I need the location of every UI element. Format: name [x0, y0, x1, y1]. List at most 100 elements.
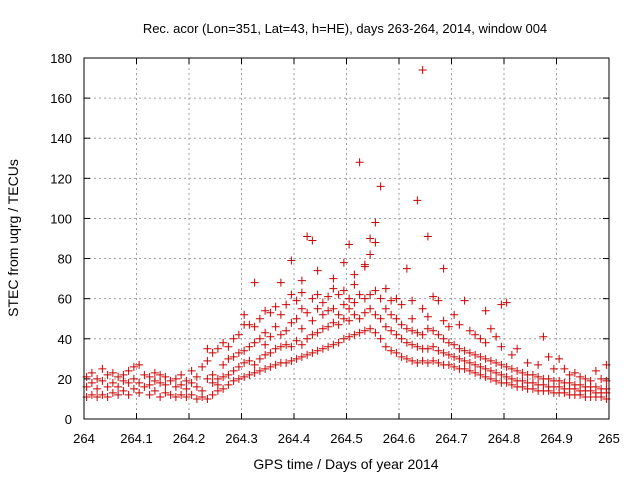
data-point: [471, 350, 480, 359]
y-tick-label: 120: [50, 171, 72, 186]
data-point: [387, 346, 396, 355]
data-point: [486, 324, 495, 333]
data-point: [539, 332, 548, 341]
data-point: [439, 264, 448, 273]
data-point: [528, 378, 537, 387]
data-point: [476, 362, 485, 371]
data-point: [166, 376, 175, 385]
data-point: [140, 382, 149, 391]
data-point: [423, 358, 432, 367]
data-point: [156, 370, 165, 379]
data-point: [434, 330, 443, 339]
data-point: [402, 354, 411, 363]
data-point: [408, 296, 417, 305]
data-point: [329, 304, 338, 313]
data-point: [261, 328, 270, 337]
data-point: [208, 370, 217, 379]
data-point: [334, 290, 343, 299]
data-point: [387, 296, 396, 305]
data-point: [402, 338, 411, 347]
data-point: [397, 334, 406, 343]
data-point: [308, 348, 317, 357]
data-point: [245, 370, 254, 379]
x-tick-label: 264.8: [488, 431, 521, 446]
data-point: [308, 236, 317, 245]
data-point: [360, 294, 369, 303]
data-point: [581, 374, 590, 383]
data-point: [345, 240, 354, 249]
tick-layer: 264 264.1 264.2 264.3 264.4 264.5 264.6 264.7 26…: [50, 51, 620, 446]
data-point: [103, 392, 112, 401]
data-point: [345, 304, 354, 313]
data-point: [502, 298, 511, 307]
plot-frame: [83, 57, 610, 420]
data-point: [408, 340, 417, 349]
data-point: [376, 334, 385, 343]
data-point: [261, 350, 270, 359]
data-point: [266, 308, 275, 317]
data-point: [329, 284, 338, 293]
data-point: [124, 378, 133, 387]
data-point: [334, 338, 343, 347]
data-point: [460, 356, 469, 365]
data-point: [182, 392, 191, 401]
data-point: [313, 304, 322, 313]
data-point: [208, 348, 217, 357]
data-point: [255, 354, 264, 363]
data-point: [297, 288, 306, 297]
y-tick-label: 60: [58, 292, 72, 307]
data-point: [87, 390, 96, 399]
data-point: [198, 386, 207, 395]
data-point: [334, 310, 343, 319]
data-point: [224, 380, 233, 389]
data-point: [450, 340, 459, 349]
data-point: [213, 344, 222, 353]
data-point: [523, 358, 532, 367]
data-point: [423, 232, 432, 241]
data-point: [250, 322, 259, 331]
data-point: [240, 310, 249, 319]
data-point: [98, 364, 107, 373]
data-point: [497, 360, 506, 369]
data-point: [360, 308, 369, 317]
data-point: [250, 338, 259, 347]
data-point: [324, 342, 333, 351]
x-axis-label: GPS time / Days of year 2014: [253, 456, 438, 472]
data-point: [534, 360, 543, 369]
data-point: [203, 344, 212, 353]
data-point: [418, 330, 427, 339]
data-point: [439, 316, 448, 325]
data-points: [82, 66, 611, 403]
data-point: [549, 364, 558, 373]
data-point: [93, 384, 102, 393]
data-point: [429, 342, 438, 351]
data-point: [261, 364, 270, 373]
data-point: [497, 300, 506, 309]
data-point: [576, 372, 585, 381]
data-point: [177, 370, 186, 379]
data-point: [339, 334, 348, 343]
data-point: [387, 310, 396, 319]
data-point: [313, 346, 322, 355]
data-point: [292, 354, 301, 363]
data-point: [234, 374, 243, 383]
data-point: [355, 328, 364, 337]
data-point: [492, 332, 501, 341]
data-point: [182, 384, 191, 393]
data-point: [345, 316, 354, 325]
data-point: [135, 360, 144, 369]
data-point: [371, 238, 380, 247]
data-point: [471, 360, 480, 369]
y-tick-label: 160: [50, 91, 72, 106]
data-point: [444, 350, 453, 359]
data-point: [381, 284, 390, 293]
data-point: [276, 310, 285, 319]
data-point: [313, 290, 322, 299]
data-point: [108, 378, 117, 387]
data-point: [187, 378, 196, 387]
data-point: [376, 314, 385, 323]
data-point: [413, 342, 422, 351]
data-point: [324, 322, 333, 331]
data-point: [303, 334, 312, 343]
